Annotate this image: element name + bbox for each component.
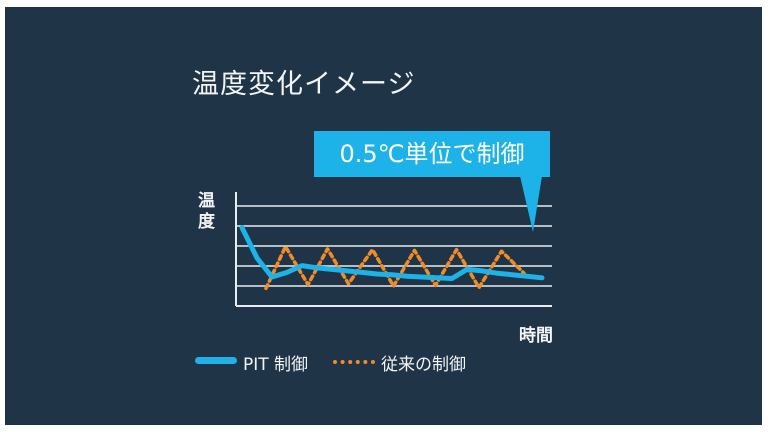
axes bbox=[235, 192, 552, 307]
legend-label-pit: PIT 制御 bbox=[243, 355, 309, 375]
annotation-callout: 0.5℃単位で制御 bbox=[314, 131, 550, 177]
annotation-text: 0.5℃単位で制御 bbox=[339, 140, 525, 168]
chart-title: 温度変化イメージ bbox=[192, 69, 416, 100]
legend-swatch-conventional bbox=[333, 360, 375, 364]
callout-pointer bbox=[520, 176, 542, 232]
chart-panel bbox=[5, 7, 762, 425]
y-axis-label-line-1: 温 bbox=[198, 191, 215, 211]
series-line-conventional bbox=[264, 244, 526, 291]
x-axis-label: 時間 bbox=[519, 326, 553, 346]
series-layer bbox=[239, 225, 545, 291]
legend-label-conventional: 従来の制御 bbox=[381, 355, 466, 375]
y-axis-label-line-2: 度 bbox=[198, 212, 215, 232]
legend-swatch-pit bbox=[195, 357, 237, 364]
series-line-pit bbox=[239, 225, 545, 281]
